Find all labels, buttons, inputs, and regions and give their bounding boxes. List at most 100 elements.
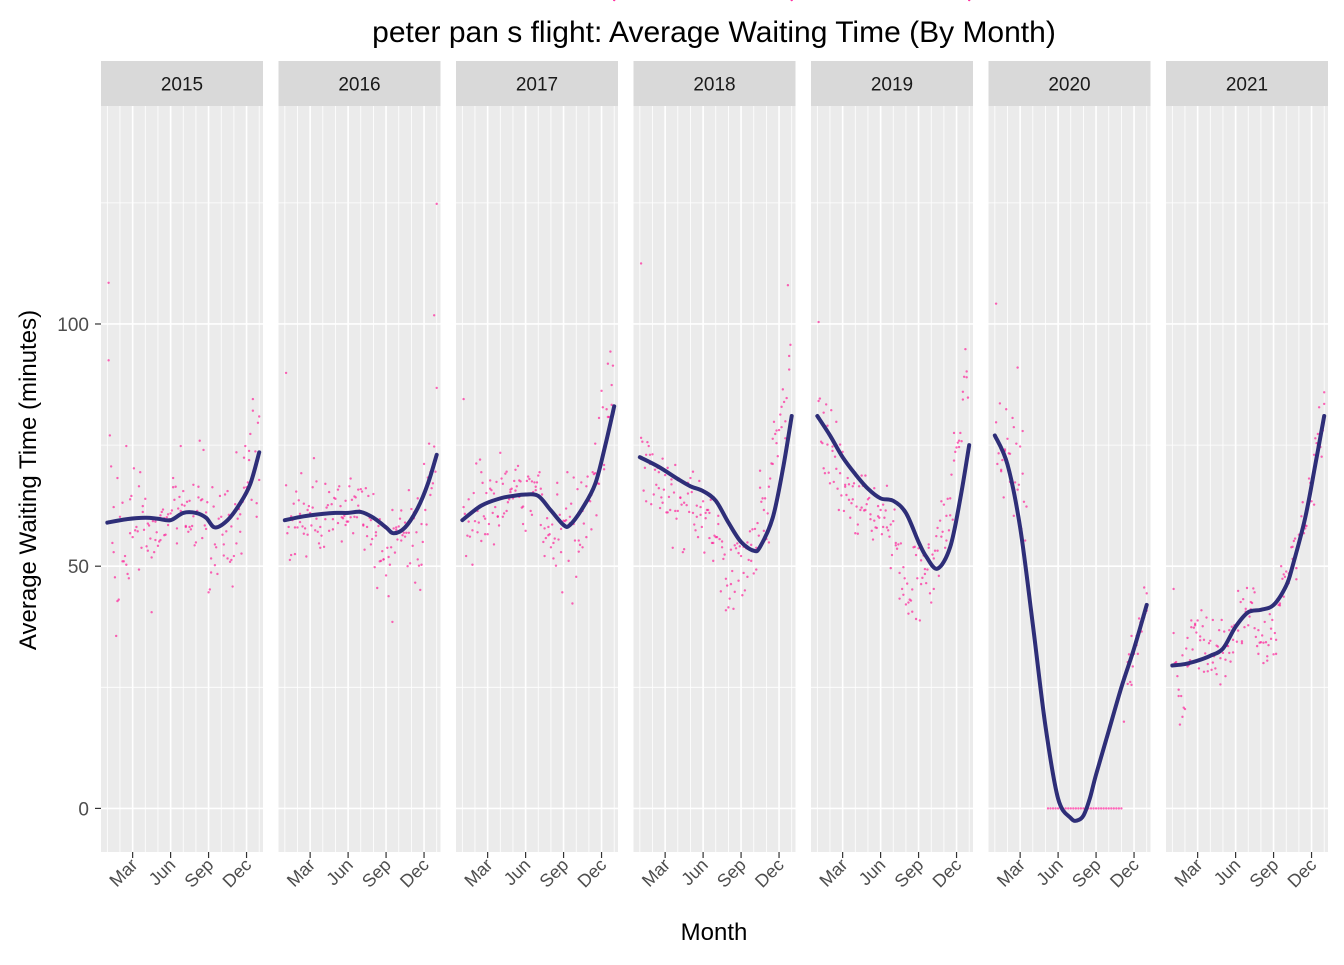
scatter-point [781,388,785,391]
scatter-point [413,581,417,584]
scatter-point [473,519,477,523]
scatter-point [169,512,172,515]
scatter-point [391,508,394,512]
scatter-point [919,559,923,562]
scatter-point [777,428,781,432]
scatter-point [818,397,822,400]
scatter-point [878,516,881,519]
scatter-point [1310,500,1313,503]
smooth-line [460,404,617,529]
scatter-point [1112,807,1116,810]
scatter-point [1291,545,1294,549]
scatter-point [644,453,648,456]
scatter-point [548,533,551,536]
scatter-point [246,481,250,484]
scatter-point [298,520,302,524]
scatter-point [750,543,753,547]
scatter-point [868,496,871,500]
scatter-point [1253,591,1256,594]
scatter-point [506,501,510,504]
scatter-point [207,591,210,594]
scatter-point [575,575,578,579]
scatter-point [902,593,905,596]
scatter-point [514,489,517,492]
scatter-point [881,503,885,506]
scatter-point [395,526,398,529]
scatter-point [1206,662,1209,666]
scatter-point [462,397,465,401]
scatter-point [827,471,830,474]
scatter-point [1145,592,1148,595]
scatter-point [1220,618,1223,622]
scatter-point [1198,635,1202,638]
scatter-point [1257,628,1260,632]
scatter-point [1248,615,1251,618]
scatter-point [646,440,649,444]
scatter-point [838,443,842,446]
scatter-point [666,466,669,470]
scatter-point [573,539,577,542]
scatter-point [367,494,370,498]
scatter-point [997,452,1000,455]
scatter-point [609,350,612,353]
scatter-point [746,575,749,579]
scatter-point [1195,631,1198,634]
scatter-point [464,554,468,558]
scatter-point [1279,564,1283,568]
scatter-point [1089,807,1093,810]
scatter-point [856,532,860,535]
scatter-point [324,518,327,521]
scatter-point [961,398,965,401]
scatter-point [1312,503,1316,506]
scatter-point [851,498,854,501]
scatter-point [382,558,385,561]
scatter-point [873,487,876,490]
scatter-point [235,451,238,454]
scatter-point [189,528,193,531]
scatter-point [900,587,904,591]
scatter-point [873,519,876,522]
scatter-point [223,493,227,496]
scatter-point [344,499,347,502]
scatter-point [310,524,313,527]
scatter-point [1172,631,1175,635]
scatter-point [1269,637,1273,641]
scatter-point [1023,539,1027,542]
scatter-point [923,572,927,576]
scatter-point [1206,670,1209,673]
scatter-point [1266,655,1269,658]
scatter-point [156,544,160,548]
scatter-point [557,538,560,541]
scatter-point [595,514,598,517]
scatter-point [564,518,568,522]
scatter-point [670,483,673,486]
scatter-point [174,485,177,488]
scatter-point [1301,501,1304,504]
scatter-point [661,501,664,504]
scatter-point [667,495,671,499]
scatter-point [514,468,517,471]
scatter-point [924,581,928,585]
scatter-point [513,479,516,483]
scatter-point [388,563,392,566]
scatter-point [1282,595,1285,598]
scatter-point [1122,720,1126,723]
scatter-point [600,389,603,393]
scatter-point [881,525,885,529]
scatter-point [851,485,854,488]
scatter-point [695,504,698,507]
scatter-point [149,537,152,540]
scatter-point [817,320,820,324]
scatter-point [170,509,174,512]
scatter-point [343,514,346,518]
scatter-point [828,482,832,485]
scatter-point [845,493,848,497]
scatter-point [686,492,690,495]
scatter-point [407,488,411,492]
scatter-point [597,416,601,420]
scatter-point [822,411,825,414]
scatter-point [402,531,405,534]
panel-background [456,106,618,852]
